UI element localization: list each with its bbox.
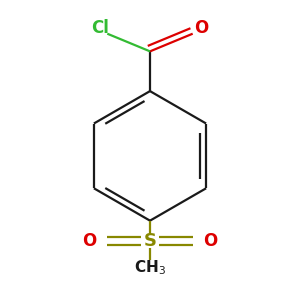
Text: S: S — [143, 232, 157, 250]
Text: O: O — [82, 232, 97, 250]
Text: CH$_3$: CH$_3$ — [134, 258, 166, 277]
Text: O: O — [203, 232, 218, 250]
Text: Cl: Cl — [91, 20, 109, 38]
Text: O: O — [194, 20, 208, 38]
